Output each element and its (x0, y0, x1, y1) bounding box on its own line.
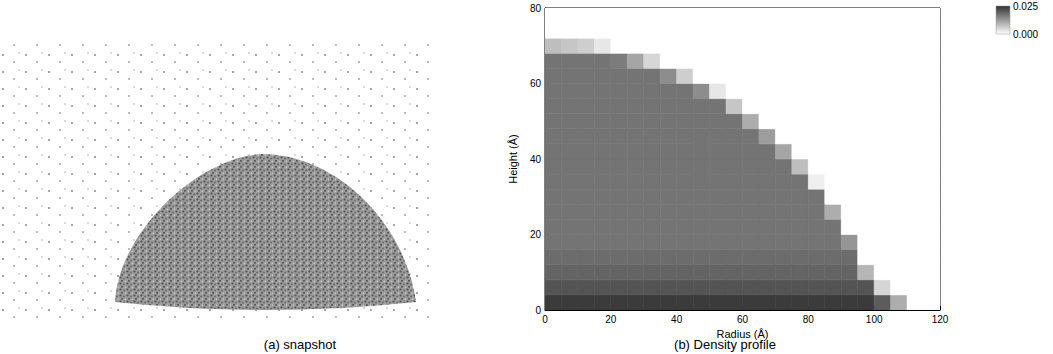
svg-text:60: 60 (530, 78, 542, 89)
svg-text:60: 60 (737, 314, 749, 325)
svg-text:40: 40 (671, 314, 683, 325)
svg-text:Radius (Å): Radius (Å) (717, 328, 769, 340)
svg-text:(a) snapshot: (a) snapshot (264, 337, 337, 352)
svg-text:Height (Å): Height (Å) (507, 134, 519, 184)
svg-text:100: 100 (866, 314, 883, 325)
svg-text:0.025: 0.025 (1013, 1, 1038, 12)
svg-text:20: 20 (530, 229, 542, 240)
svg-text:0: 0 (535, 305, 541, 316)
svg-text:40: 40 (530, 154, 542, 165)
svg-text:(b) Density profile: (b) Density profile (674, 337, 776, 352)
svg-text:0.000: 0.000 (1013, 29, 1038, 40)
svg-text:80: 80 (530, 3, 542, 14)
svg-text:20: 20 (605, 314, 617, 325)
svg-text:120: 120 (932, 314, 949, 325)
svg-text:80: 80 (803, 314, 815, 325)
svg-text:0: 0 (542, 314, 548, 325)
